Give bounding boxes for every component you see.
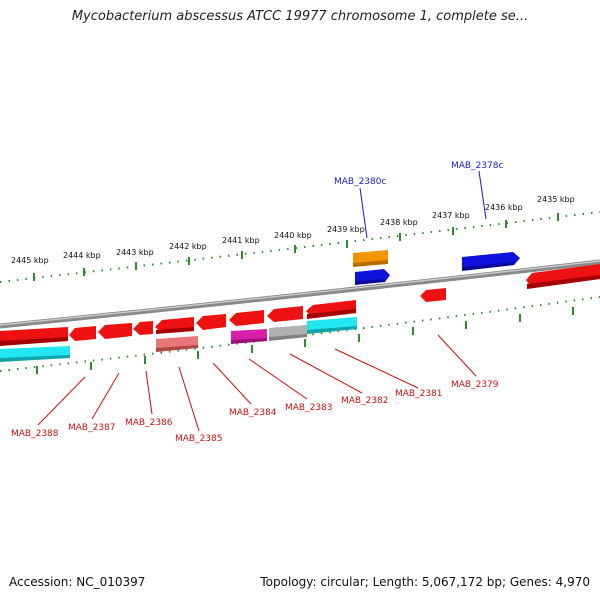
forward-genes: [353, 250, 520, 285]
gene-label: MAB_2380c: [334, 177, 387, 187]
kbp-label: 2441 kbp: [222, 236, 260, 245]
gene-block[interactable]: [229, 310, 264, 326]
gene-label: MAB_2387: [68, 423, 116, 433]
forward-label-lines: [359, 170, 487, 239]
outer-major-ticks: [33, 213, 559, 281]
kbp-label: 2445 kbp: [11, 256, 49, 265]
chromosome-backbone: [0, 259, 600, 329]
kbp-label: 2437 kbp: [432, 211, 470, 220]
accession-text: Accession: NC_010397: [9, 575, 146, 589]
forward-gene-labels: MAB_2380c MAB_2378c: [334, 161, 504, 187]
gene-label: MAB_2386: [125, 418, 173, 428]
genome-stats-text: Topology: circular; Length: 5,067,172 bp…: [260, 575, 590, 589]
gene-label: MAB_2383: [285, 403, 333, 413]
gene-block[interactable]: [267, 306, 303, 322]
gene-block[interactable]: [98, 323, 132, 339]
gene-block[interactable]: [133, 321, 153, 335]
inner-scale-ticks: [0, 296, 600, 372]
chromosome-backbone-highlight: [0, 260, 600, 326]
gene-block[interactable]: [69, 326, 96, 341]
gene-label: MAB_2378c: [451, 161, 504, 171]
gene-block[interactable]: [196, 314, 226, 330]
kbp-label: 2440 kbp: [274, 231, 312, 240]
outer-scale-ticks: [0, 211, 600, 283]
reverse-gene-labels: MAB_2388 MAB_2387 MAB_2386 MAB_2385 MAB_…: [11, 380, 499, 444]
reverse-genes: [0, 264, 600, 362]
gene-label: MAB_2382: [341, 396, 389, 406]
gene-block[interactable]: [420, 288, 446, 302]
gene-label: MAB_2388: [11, 429, 59, 439]
kbp-label: 2442 kbp: [169, 242, 207, 251]
kbp-label: 2438 kbp: [380, 218, 418, 227]
kbp-label: 2436 kbp: [485, 203, 523, 212]
kbp-label: 2435 kbp: [537, 195, 575, 204]
kbp-label: 2443 kbp: [116, 248, 154, 257]
gene-label: MAB_2385: [175, 434, 223, 444]
map-title: Mycobacterium abscessus ATCC 19977 chrom…: [71, 9, 529, 24]
gene-label: MAB_2381: [395, 389, 443, 399]
reverse-label-lines: [37, 334, 477, 432]
kbp-label: 2444 kbp: [63, 251, 101, 260]
gene-label: MAB_2379: [451, 380, 499, 390]
kbp-labels: 2445 kbp 2444 kbp 2443 kbp 2442 kbp 2441…: [11, 195, 575, 265]
inner-major-ticks: [36, 307, 574, 374]
kbp-label: 2439 kbp: [327, 225, 365, 234]
gene-label: MAB_2384: [229, 408, 277, 418]
